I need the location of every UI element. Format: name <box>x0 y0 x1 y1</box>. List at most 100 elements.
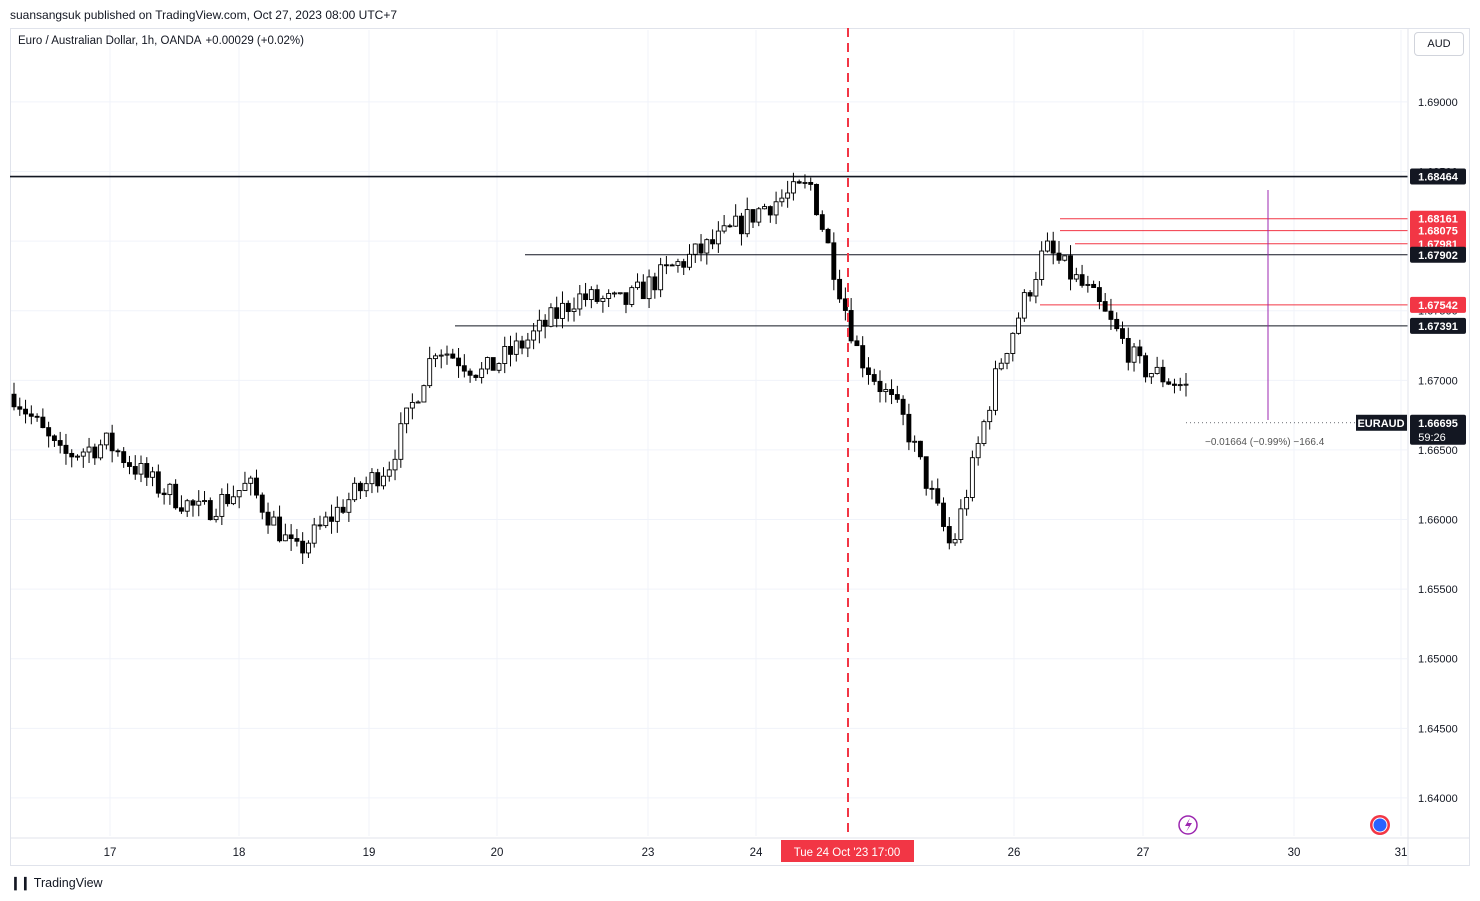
candle <box>329 504 334 534</box>
candle <box>554 296 560 328</box>
candle <box>277 505 283 543</box>
candle <box>1016 312 1022 335</box>
candle <box>1131 343 1137 372</box>
candle <box>1102 293 1108 312</box>
countdown-text: 59:26 <box>1418 432 1446 444</box>
candle <box>738 212 744 246</box>
candle <box>1096 281 1102 310</box>
candle <box>1120 321 1125 344</box>
candle <box>484 356 490 375</box>
candle <box>490 357 496 371</box>
candle <box>946 517 952 550</box>
candle <box>386 461 392 482</box>
candle <box>115 448 121 457</box>
candle <box>958 499 964 544</box>
candle <box>196 490 202 517</box>
chart-legend: Euro / Australian Dollar, 1h, OANDA +0.0… <box>18 35 304 47</box>
candle <box>375 468 381 493</box>
candle <box>86 437 92 464</box>
candle <box>173 479 179 510</box>
price-tick-label: 1.66500 <box>1418 445 1458 457</box>
candle <box>282 523 288 542</box>
candle <box>993 360 998 416</box>
candle <box>623 292 629 314</box>
candle <box>941 497 946 532</box>
legend-change: +0.00029 (+0.02%) <box>205 35 304 47</box>
candle <box>161 488 167 505</box>
candle <box>929 480 935 500</box>
candle <box>744 197 750 238</box>
candle <box>369 468 375 494</box>
candle <box>773 191 779 225</box>
candle <box>57 431 63 454</box>
candle <box>1160 359 1166 388</box>
candle <box>1056 241 1062 264</box>
candle <box>831 232 837 291</box>
candle <box>109 424 115 463</box>
candle <box>357 481 363 499</box>
last-price-text: 1.66695 <box>1418 418 1458 430</box>
candle <box>1154 356 1160 375</box>
currency-button[interactable]: AUD <box>1414 32 1464 56</box>
candle <box>259 492 265 520</box>
candle <box>606 289 612 308</box>
candle <box>1114 312 1120 332</box>
candle <box>415 400 421 404</box>
level-price-text: 1.68464 <box>1418 172 1459 184</box>
tradingview-brand-text: TradingView <box>33 876 103 890</box>
candle <box>692 243 698 263</box>
candle <box>127 455 132 475</box>
candle <box>242 471 248 491</box>
candle <box>1183 372 1189 397</box>
candle <box>334 496 340 533</box>
candle <box>998 358 1004 371</box>
symbol-tag: EURAUD <box>1356 414 1407 431</box>
candle <box>28 405 34 425</box>
candle <box>167 482 173 505</box>
candle <box>404 407 410 434</box>
lightning-icon[interactable] <box>1178 815 1198 835</box>
candle <box>311 517 317 548</box>
candles <box>11 172 1189 564</box>
candle <box>1062 255 1068 262</box>
candle <box>1010 332 1016 362</box>
time-tick-label: 19 <box>363 847 376 859</box>
tradingview-logo[interactable]: ❙❙ TradingView <box>10 875 103 891</box>
candle <box>837 269 843 303</box>
candle <box>658 257 664 298</box>
candle <box>46 421 52 448</box>
candle <box>1108 298 1114 330</box>
candle <box>1166 378 1172 386</box>
candle <box>912 435 918 452</box>
time-tick-label: 17 <box>104 847 117 859</box>
candle <box>225 483 231 507</box>
candle <box>577 284 583 316</box>
candle <box>363 476 369 498</box>
price-axis: 1.690001.685001.680001.675001.670001.665… <box>1407 28 1466 866</box>
candle <box>121 447 127 468</box>
candle <box>513 332 519 362</box>
candle <box>571 297 577 322</box>
candle <box>502 336 508 374</box>
candle <box>900 395 906 426</box>
candle <box>866 357 871 385</box>
candle <box>975 436 981 466</box>
time-tick-label: 31 <box>1395 847 1408 859</box>
candle <box>617 292 623 295</box>
publisher-info: suansangsuk published on TradingView.com… <box>10 8 398 22</box>
time-axis: 17 18 19 20 23 24 26 27 30 31 Tue 24 Oct '23 17:00 <box>10 837 1470 862</box>
candle <box>681 258 687 276</box>
globe-icon[interactable] <box>1370 815 1390 835</box>
crosshair-time-text: Tue 24 Oct '23 17:00 <box>794 847 901 859</box>
candle <box>1021 289 1027 322</box>
horizontal-levels <box>10 175 1408 327</box>
level-price-label: 1.68464 <box>1410 168 1466 185</box>
candle <box>687 244 692 271</box>
candle <box>103 432 109 450</box>
candle <box>155 464 161 498</box>
candle <box>92 443 98 465</box>
legend-symbol: Euro / Australian Dollar, 1h, OANDA <box>18 35 202 47</box>
candle <box>288 524 294 551</box>
candle <box>230 485 236 506</box>
